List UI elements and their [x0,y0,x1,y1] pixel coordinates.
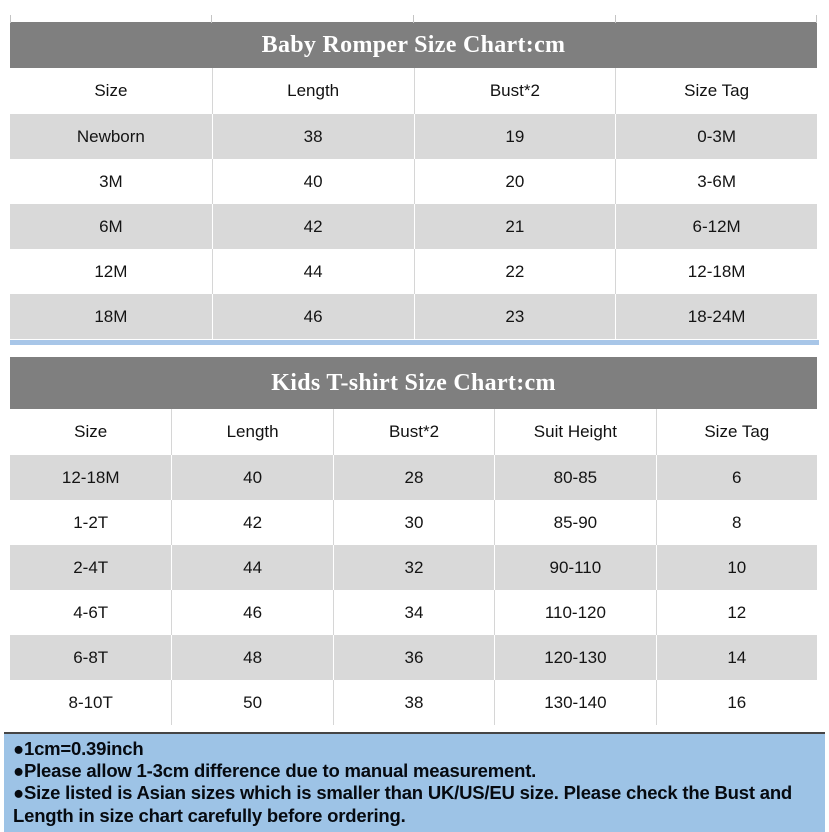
table-row: 12M 44 22 12-18M [10,249,817,294]
notes-gap [0,725,829,732]
table-row: 1-2T 42 30 85-90 8 [10,500,817,545]
table-cell: 10 [655,545,817,590]
table-cell: 20 [413,159,616,204]
table-cell: 19 [413,114,616,159]
table-cell: 14 [655,635,817,680]
notes-panel: ●1cm=0.39inch ●Please allow 1-3cm differ… [4,732,825,832]
table-cell: 30 [332,500,494,545]
table-cell: 6-8T [73,647,109,667]
table-cell: 23 [413,294,616,339]
gridline-tick [413,15,414,23]
table-cell: 8 [655,500,817,545]
table-cell: 8-10T [68,692,113,712]
table-cell: 12M [94,261,128,281]
table-row: 4-6T 46 34 110-120 12 [10,590,817,635]
table-cell: 40 [171,455,332,500]
gridline-tick [615,15,616,23]
baby-romper-banner: Baby Romper Size Chart:cm [10,22,817,68]
table-cell: 130-140 [494,680,655,725]
table-row: 8-10T 50 38 130-140 16 [10,680,817,725]
baby-romper-table: Baby Romper Size Chart:cm Size Length Bu… [10,22,817,339]
table-cell: 16 [655,680,817,725]
column-header: Length [171,409,332,455]
kids-tshirt-header-row: Size Length Bust*2 Suit Height Size Tag [10,409,817,455]
column-header: Size [74,422,108,441]
table-cell: 36 [332,635,494,680]
baby-romper-title: Baby Romper Size Chart:cm [261,31,566,58]
kids-tshirt-table: Kids T-shirt Size Chart:cm Size Length B… [10,357,817,725]
table-row: 2-4T 44 32 90-110 10 [10,545,817,590]
table-cell: 3-6M [615,159,817,204]
table-cell: 38 [211,114,414,159]
table-cell: 6 [655,455,817,500]
gridline-tick [816,15,817,23]
table-cell: 6-12M [615,204,817,249]
table-cell: Newborn [76,126,145,146]
column-header: Bust*2 [332,409,494,455]
table-cell: 90-110 [494,545,655,590]
table-cell: 46 [171,590,332,635]
table-cell: 38 [332,680,494,725]
table-gap [0,345,829,357]
table-cell: 12 [655,590,817,635]
table-cell: 12-18M [61,467,120,487]
kids-tshirt-title: Kids T-shirt Size Chart:cm [271,369,556,396]
table-cell: 6M [99,216,123,236]
table-cell: 4-6T [73,602,109,622]
table-cell: 28 [332,455,494,500]
table-cell: 32 [332,545,494,590]
blue-separator [10,340,819,345]
table-cell: 44 [171,545,332,590]
column-header: Bust*2 [413,68,616,114]
kids-tshirt-banner: Kids T-shirt Size Chart:cm [10,357,817,409]
table-cell: 42 [171,500,332,545]
note-cm-inch: ●1cm=0.39inch [13,738,144,759]
table-cell: 44 [211,249,414,294]
gridline-tick [10,15,11,23]
table-cell: 80-85 [494,455,655,500]
top-margin [0,0,829,22]
table-row: 6-8T 48 36 120-130 14 [10,635,817,680]
column-header: Size Tag [655,409,817,455]
table-row: 3M 40 20 3-6M [10,159,817,204]
table-cell: 0-3M [615,114,817,159]
table-row: Newborn 38 19 0-3M [10,114,817,159]
table-cell: 46 [211,294,414,339]
table-cell: 1-2T [73,512,109,532]
table-row: 18M 46 23 18-24M [10,294,817,339]
table-cell: 2-4T [73,557,109,577]
table-cell: 21 [413,204,616,249]
note-asian-size: ●Size listed is Asian sizes which is sma… [13,782,793,826]
column-header: Length [211,68,414,114]
table-cell: 42 [211,204,414,249]
table-cell: 22 [413,249,616,294]
table-cell: 50 [171,680,332,725]
table-cell: 40 [211,159,414,204]
column-header: Suit Height [494,409,655,455]
gridline-tick [211,15,212,23]
table-cell: 120-130 [494,635,655,680]
baby-romper-header-row: Size Length Bust*2 Size Tag [10,68,817,114]
table-cell: 85-90 [494,500,655,545]
table-row: 6M 42 21 6-12M [10,204,817,249]
table-cell: 110-120 [494,590,655,635]
table-cell: 3M [99,171,123,191]
table-cell: 48 [171,635,332,680]
table-cell: 12-18M [615,249,817,294]
table-cell: 18-24M [615,294,817,339]
note-measurement: ●Please allow 1-3cm difference due to ma… [13,760,537,782]
column-header: Size Tag [615,68,817,114]
column-header: Size [94,81,128,100]
table-cell: 34 [332,590,494,635]
table-cell: 18M [94,306,128,326]
table-row: 12-18M 40 28 80-85 6 [10,455,817,500]
